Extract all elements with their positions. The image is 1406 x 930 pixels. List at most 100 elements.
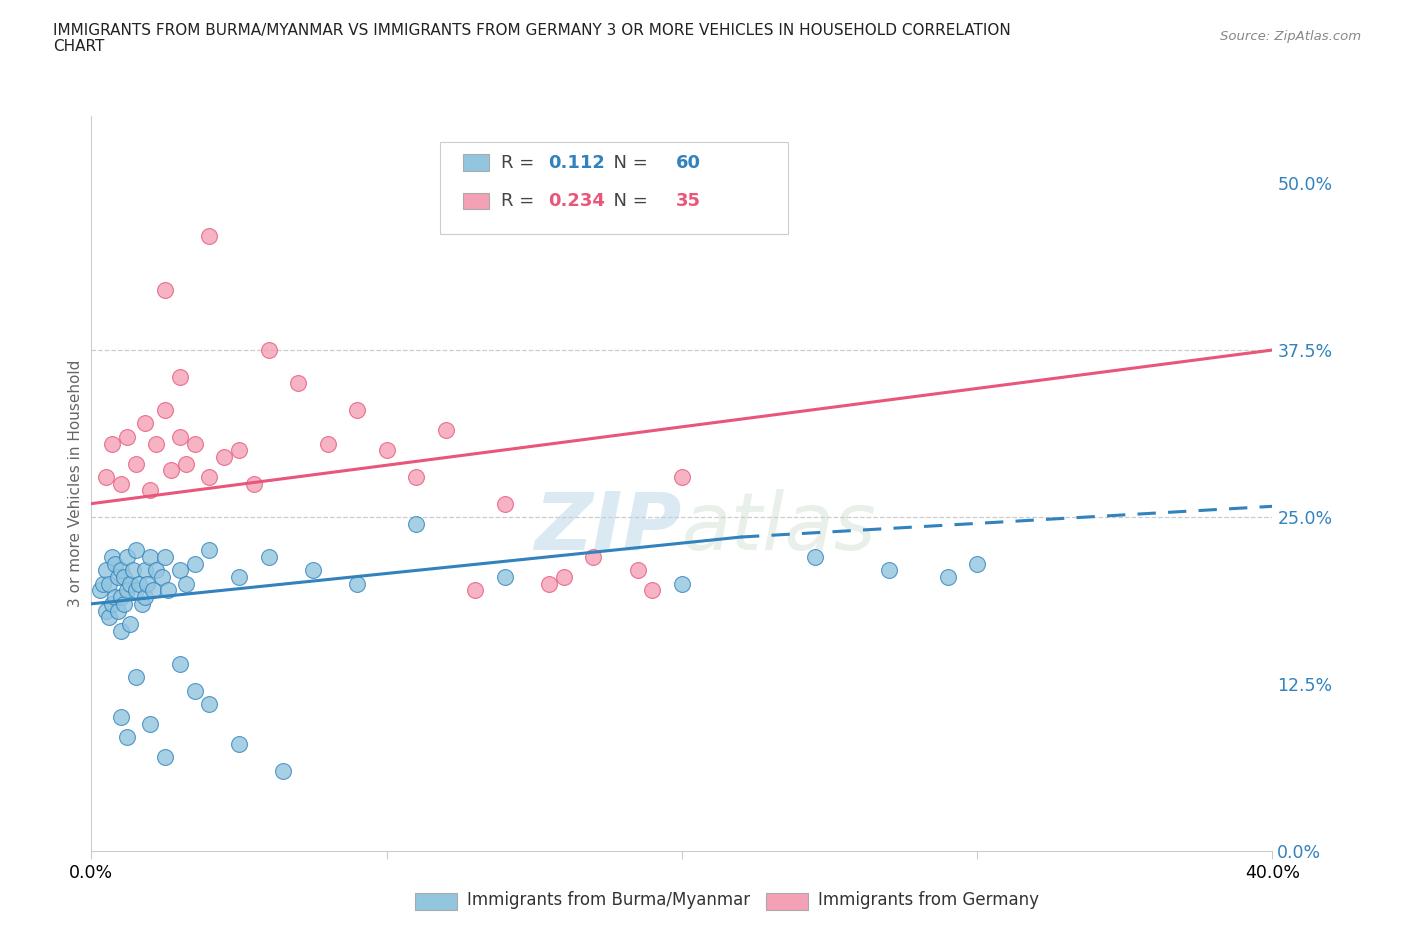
Point: [96, 470, 118, 485]
Point: [228, 570, 250, 585]
Y-axis label: 3 or more Vehicles in Household: 3 or more Vehicles in Household: [67, 360, 83, 607]
Point: [671, 470, 693, 485]
Point: [494, 497, 516, 512]
Point: [107, 603, 129, 618]
Point: [553, 570, 575, 585]
Point: [112, 570, 135, 585]
Point: [936, 570, 959, 585]
Point: [198, 543, 221, 558]
Point: [153, 403, 177, 418]
Text: R =: R =: [501, 153, 540, 171]
Text: N =: N =: [602, 192, 654, 210]
Point: [110, 710, 132, 724]
Point: [104, 590, 127, 604]
Text: Immigrants from Germany: Immigrants from Germany: [818, 891, 1039, 910]
Point: [96, 603, 118, 618]
Point: [183, 684, 207, 698]
FancyBboxPatch shape: [440, 142, 789, 233]
Text: ZIP: ZIP: [534, 488, 682, 566]
Point: [169, 430, 191, 445]
Point: [169, 563, 191, 578]
Point: [157, 583, 180, 598]
Point: [287, 376, 309, 391]
Point: [257, 342, 280, 357]
Point: [124, 543, 148, 558]
FancyBboxPatch shape: [464, 154, 489, 170]
Point: [405, 516, 427, 531]
Point: [110, 563, 132, 578]
Point: [198, 697, 221, 711]
Point: [139, 550, 162, 565]
Point: [104, 556, 127, 571]
Text: 0.112: 0.112: [548, 153, 606, 171]
Text: R =: R =: [501, 192, 540, 210]
Point: [91, 577, 114, 591]
Point: [346, 403, 368, 418]
Point: [101, 596, 124, 611]
Point: [153, 550, 177, 565]
Point: [124, 583, 148, 598]
Text: 35: 35: [676, 192, 702, 210]
Point: [160, 463, 183, 478]
Point: [257, 550, 280, 565]
Point: [804, 550, 827, 565]
Point: [115, 730, 138, 745]
Point: [671, 577, 693, 591]
Point: [198, 229, 221, 244]
Point: [316, 436, 339, 451]
Point: [169, 369, 191, 384]
Point: [537, 577, 560, 591]
Point: [150, 570, 173, 585]
Point: [494, 570, 516, 585]
Point: [153, 750, 177, 764]
Point: [228, 737, 250, 751]
Point: [89, 583, 111, 598]
Point: [877, 563, 900, 578]
Point: [134, 563, 156, 578]
Point: [183, 556, 207, 571]
Point: [346, 577, 368, 591]
Point: [198, 470, 221, 485]
Point: [131, 596, 153, 611]
Point: [174, 577, 197, 591]
Point: [136, 577, 159, 591]
Point: [124, 456, 148, 471]
Point: [142, 583, 165, 598]
Point: [434, 423, 457, 438]
Point: [243, 476, 266, 491]
Point: [228, 443, 250, 458]
Point: [301, 563, 323, 578]
Point: [627, 563, 650, 578]
Point: [153, 283, 177, 298]
Point: [110, 476, 132, 491]
Point: [273, 764, 295, 778]
Point: [124, 670, 148, 684]
Point: [115, 430, 138, 445]
Point: [134, 416, 156, 431]
Point: [101, 436, 124, 451]
Point: [405, 470, 427, 485]
Text: CHART: CHART: [53, 39, 105, 54]
Point: [107, 570, 129, 585]
Point: [121, 563, 143, 578]
Point: [134, 590, 156, 604]
Text: IMMIGRANTS FROM BURMA/MYANMAR VS IMMIGRANTS FROM GERMANY 3 OR MORE VEHICLES IN H: IMMIGRANTS FROM BURMA/MYANMAR VS IMMIGRA…: [53, 23, 1011, 38]
Point: [966, 556, 988, 571]
Point: [169, 657, 191, 671]
Text: Immigrants from Burma/Myanmar: Immigrants from Burma/Myanmar: [467, 891, 749, 910]
Point: [118, 617, 141, 631]
Text: 60: 60: [676, 153, 702, 171]
Point: [115, 583, 138, 598]
Point: [118, 577, 141, 591]
Point: [139, 717, 162, 732]
Point: [145, 436, 167, 451]
Point: [98, 577, 121, 591]
Point: [110, 590, 132, 604]
Point: [115, 550, 138, 565]
Text: Source: ZipAtlas.com: Source: ZipAtlas.com: [1220, 30, 1361, 43]
Point: [110, 623, 132, 638]
Point: [128, 577, 150, 591]
Text: 0.234: 0.234: [548, 192, 606, 210]
Point: [112, 596, 135, 611]
Point: [101, 550, 124, 565]
